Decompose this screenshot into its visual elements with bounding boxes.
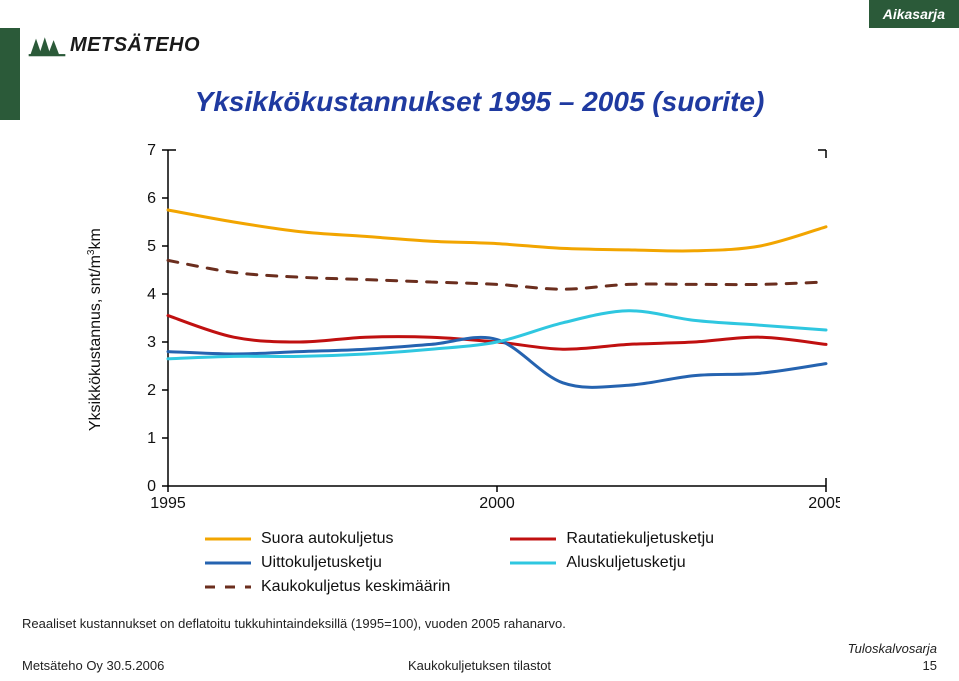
slide: Aikasarja METSÄTEHO Yksikkökustannukset … (0, 0, 959, 681)
legend-item (510, 578, 714, 596)
chart: 0 1 2 3 4 5 6 7 1995 2000 2005 (120, 140, 840, 520)
series-line (168, 316, 826, 350)
legend-label: Kaukokuljetus keskimäärin (261, 578, 450, 596)
legend-swatch (205, 534, 251, 544)
legend-item: Suora autokuljetus (205, 530, 450, 548)
svg-text:7: 7 (147, 142, 156, 159)
page-title: Yksikkökustannukset 1995 – 2005 (suorite… (0, 86, 959, 118)
series-line (168, 260, 826, 289)
footer-series: Tuloskalvosarja (848, 641, 937, 656)
logo-text: METSÄTEHO (70, 34, 200, 57)
svg-text:1: 1 (147, 430, 156, 447)
legend-item: Kaukokuljetus keskimäärin (205, 578, 450, 596)
svg-text:3: 3 (147, 334, 156, 351)
legend-swatch (510, 558, 556, 568)
legend-swatch (510, 534, 556, 544)
section-tab-label: Aikasarja (883, 6, 945, 22)
svg-text:2005: 2005 (808, 495, 840, 512)
series-line (168, 210, 826, 251)
legend-label: Uittokuljetusketju (261, 554, 382, 572)
logo-icon (28, 35, 66, 57)
series-line (168, 337, 826, 387)
legend: Suora autokuljetus Rautatiekuljetusketju U… (205, 530, 714, 596)
legend-label: Suora autokuljetus (261, 530, 394, 548)
svg-text:1995: 1995 (150, 495, 186, 512)
footer-left: Metsäteho Oy 30.5.2006 (22, 658, 164, 673)
svg-text:6: 6 (147, 190, 156, 207)
footnote: Reaaliset kustannukset on deflatoitu tuk… (22, 616, 566, 631)
legend-swatch (205, 582, 251, 592)
y-axis-label-text: Yksikkökustannus, snt/m3km (85, 229, 104, 432)
legend-label: Rautatiekuljetusketju (566, 530, 714, 548)
svg-text:2000: 2000 (479, 495, 515, 512)
logo: METSÄTEHO (28, 34, 200, 57)
legend-item: Uittokuljetusketju (205, 554, 450, 572)
svg-text:4: 4 (147, 286, 156, 303)
svg-text:0: 0 (147, 478, 156, 495)
svg-text:5: 5 (147, 238, 156, 255)
chart-svg: 0 1 2 3 4 5 6 7 1995 2000 2005 (120, 140, 840, 520)
y-axis-label: Yksikkökustannus, snt/m3km (80, 140, 110, 520)
legend-item: Rautatiekuljetusketju (510, 530, 714, 548)
footer-right: Tuloskalvosarja 15 (848, 641, 937, 673)
section-tab: Aikasarja (869, 0, 959, 28)
footer: Metsäteho Oy 30.5.2006 Kaukokuljetuksen … (0, 641, 959, 673)
legend-swatch (205, 558, 251, 568)
legend-item: Aluskuljetusketju (510, 554, 714, 572)
footer-center: Kaukokuljetuksen tilastot (408, 658, 551, 673)
footer-page: 15 (848, 658, 937, 673)
svg-text:2: 2 (147, 382, 156, 399)
legend-label: Aluskuljetusketju (566, 554, 685, 572)
